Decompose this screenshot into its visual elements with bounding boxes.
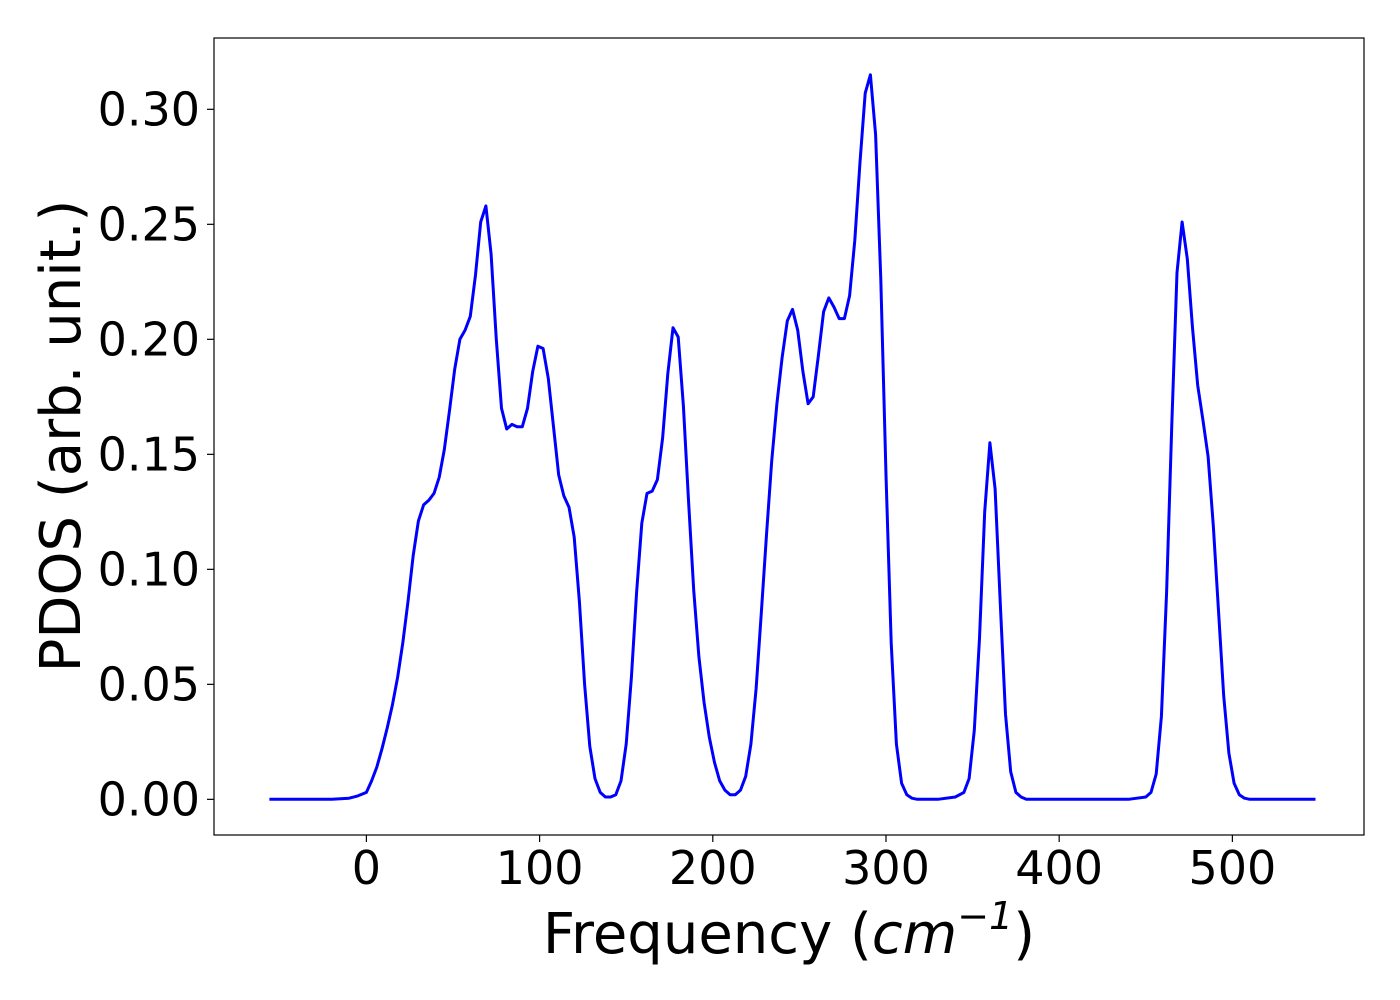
x-axis-label-suffix: ) bbox=[1013, 902, 1035, 967]
y-tick-label: 0.00 bbox=[98, 772, 200, 826]
y-tick-label: 0.05 bbox=[98, 657, 200, 711]
pdos-series-line bbox=[269, 73, 1316, 801]
x-tick-label: 0 bbox=[352, 841, 381, 895]
x-axis-label-prefix: Frequency ( bbox=[543, 902, 872, 967]
y-tick-label: 0.25 bbox=[98, 197, 200, 251]
y-axis-ticks: 0.00 0.05 0.10 0.15 0.20 0.25 0.30 bbox=[98, 82, 214, 826]
x-axis-label-exponent: −1 bbox=[957, 894, 1013, 938]
y-tick-label: 0.20 bbox=[98, 312, 200, 366]
x-tick-label: 200 bbox=[669, 841, 757, 895]
x-axis-label: Frequency (cm−1) bbox=[543, 894, 1035, 967]
y-tick-label: 0.30 bbox=[98, 82, 200, 136]
x-tick-label: 300 bbox=[842, 841, 930, 895]
y-tick-label: 0.10 bbox=[98, 542, 200, 596]
plot-area bbox=[213, 37, 1365, 836]
plot-frame bbox=[213, 37, 1365, 836]
y-axis-label: PDOS (arb. unit.) bbox=[29, 200, 94, 673]
x-axis-ticks: 0 100 200 300 400 500 bbox=[352, 835, 1276, 895]
x-tick-label: 500 bbox=[1188, 841, 1276, 895]
y-tick-label: 0.15 bbox=[98, 427, 200, 481]
x-axis-label-unit: cm bbox=[872, 902, 957, 967]
x-tick-label: 400 bbox=[1015, 841, 1103, 895]
x-tick-label: 100 bbox=[496, 841, 584, 895]
